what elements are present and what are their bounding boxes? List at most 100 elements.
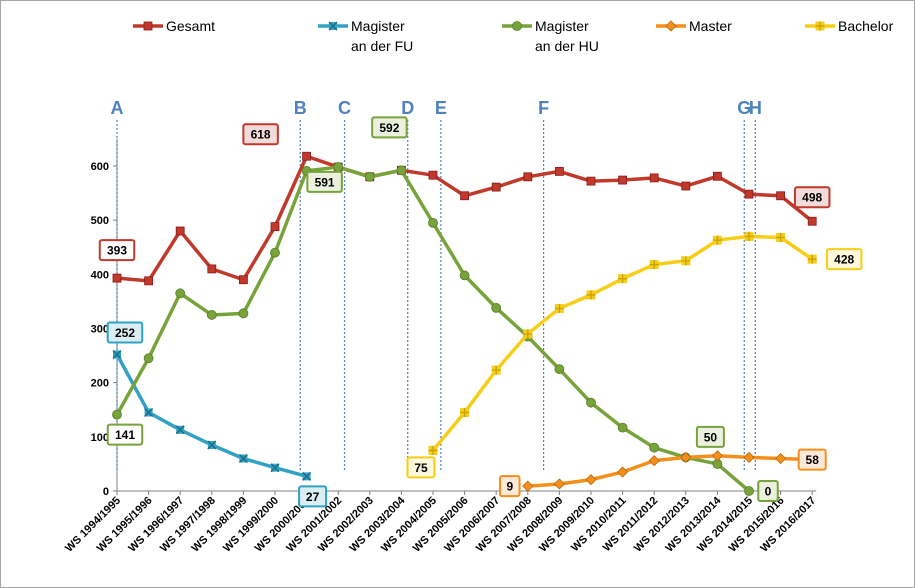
- point-gesamt: [491, 182, 501, 192]
- point-magister-an-der-hu: [333, 162, 344, 172]
- point-master: [553, 478, 565, 490]
- phase-label-h: H: [749, 98, 762, 118]
- x-tick-label: WS 1996/1997: [126, 495, 186, 555]
- point-magister-an-der-hu: [617, 422, 628, 433]
- legend-label: Master: [689, 18, 732, 34]
- point-gesamt: [649, 173, 659, 183]
- point-master: [585, 474, 597, 486]
- x-tick-label: WS 2012/2013: [632, 495, 692, 555]
- x-tick-label: WS 2005/2006: [411, 495, 471, 555]
- point-gesamt: [744, 189, 754, 199]
- data-label-bachelor-10: 75: [406, 456, 436, 479]
- data-label-text: 58: [806, 453, 820, 467]
- legend-marker: [328, 21, 338, 31]
- point-master: [617, 466, 629, 478]
- point-bachelor: [744, 231, 754, 241]
- data-label-text: 0: [765, 485, 772, 499]
- legend-marker: [512, 21, 522, 31]
- point-gesamt: [776, 191, 785, 201]
- point-magister-an-der-fu: [207, 440, 217, 450]
- point-bachelor: [649, 260, 659, 270]
- point-gesamt: [175, 226, 185, 236]
- point-magister-an-der-fu: [144, 407, 154, 417]
- point-magister-an-der-hu: [238, 308, 249, 319]
- point-bachelor: [554, 303, 564, 313]
- point-magister-an-der-hu: [206, 310, 217, 320]
- data-label-magister-an-der-hu-20: 0: [757, 480, 779, 502]
- legend-marker: [665, 20, 677, 32]
- point-magister-an-der-hu: [428, 217, 438, 228]
- point-bachelor: [523, 329, 533, 339]
- point-gesamt: [618, 175, 627, 185]
- point-magister-an-der-hu: [744, 486, 754, 496]
- x-tick-label: WS 2008/2009: [506, 495, 566, 555]
- point-magister-an-der-hu: [270, 247, 280, 258]
- point-gesamt: [238, 275, 248, 285]
- data-label-gesamt-0: 393: [98, 239, 136, 262]
- point-magister-an-der-hu: [459, 270, 470, 281]
- y-tick-label: 300: [91, 323, 109, 335]
- point-magister-an-der-hu: [586, 397, 596, 408]
- data-label-text: 591: [315, 175, 335, 189]
- point-bachelor: [491, 365, 501, 375]
- point-gesamt: [428, 170, 438, 180]
- point-bachelor: [460, 407, 470, 417]
- legend-item-magister-an-der-hu: Magister an der HU: [502, 18, 599, 54]
- legend-item-gesamt: Gesamt: [133, 18, 215, 34]
- point-bachelor: [428, 445, 438, 455]
- data-label-box: [306, 170, 343, 193]
- legend: Gesamt Magister an der FU Magister an der HU…: [133, 18, 894, 54]
- data-label-box: [106, 423, 144, 446]
- data-label-text: 9: [506, 480, 513, 494]
- data-label-master-13: 9: [499, 475, 521, 498]
- y-tick-label: 100: [91, 432, 109, 444]
- legend-marker: [815, 21, 825, 31]
- legend-label: Bachelor: [838, 18, 894, 34]
- data-label-text: 393: [107, 244, 127, 258]
- point-magister-an-der-fu: [238, 454, 248, 463]
- phase-label-c: C: [338, 98, 351, 118]
- point-gesamt: [555, 166, 564, 176]
- point-gesamt: [144, 276, 154, 286]
- x-tick-label: WS 1998/1999: [190, 495, 250, 555]
- data-label-gesamt-6: 618: [242, 123, 279, 146]
- phase-label-a: A: [111, 98, 124, 118]
- legend-label: Gesamt: [166, 18, 215, 34]
- point-magister-an-der-fu: [112, 349, 122, 359]
- point-gesamt: [270, 222, 280, 232]
- phase-label-f: F: [538, 98, 549, 118]
- data-label-magister-an-der-fu-6: 27: [298, 485, 328, 508]
- data-label-text: 252: [115, 326, 135, 340]
- data-label-magister-an-der-hu-19: 50: [695, 425, 725, 448]
- data-label-box: [797, 448, 827, 471]
- point-master: [522, 480, 534, 492]
- point-gesamt: [112, 273, 122, 283]
- point-master: [743, 451, 755, 463]
- legend-item-master: Master: [656, 18, 732, 34]
- data-label-magister-an-der-fu-0: 252: [106, 321, 144, 344]
- y-tick-label: 600: [91, 161, 109, 173]
- data-label-box: [757, 480, 779, 502]
- y-tick-label: 500: [91, 215, 109, 227]
- point-magister-an-der-hu: [649, 442, 660, 453]
- point-bachelor: [681, 256, 691, 266]
- phase-label-e: E: [435, 98, 447, 118]
- point-bachelor: [712, 235, 722, 245]
- legend-label: an der FU: [351, 38, 413, 54]
- point-master: [680, 451, 692, 463]
- data-label-box: [499, 475, 521, 498]
- data-label-box: [371, 116, 408, 139]
- data-label-text: 75: [414, 461, 428, 475]
- legend-marker: [143, 21, 153, 31]
- data-label-magister-an-der-hu-6: 591: [306, 170, 343, 193]
- x-tick-label: WS 1999/2000: [221, 495, 281, 555]
- legend-item-magister-an-der-fu: Magister an der FU: [318, 18, 413, 54]
- x-tick-label: WS 2015/2016: [727, 495, 787, 555]
- point-magister-an-der-fu: [302, 471, 312, 481]
- x-tick-label: WS 2010/2011: [569, 495, 629, 555]
- point-bachelor: [776, 232, 786, 242]
- x-tick-label: WS 2006/2007: [442, 495, 502, 555]
- legend-label: an der HU: [535, 38, 599, 54]
- data-label-box: [695, 425, 725, 448]
- data-label-box: [793, 186, 831, 209]
